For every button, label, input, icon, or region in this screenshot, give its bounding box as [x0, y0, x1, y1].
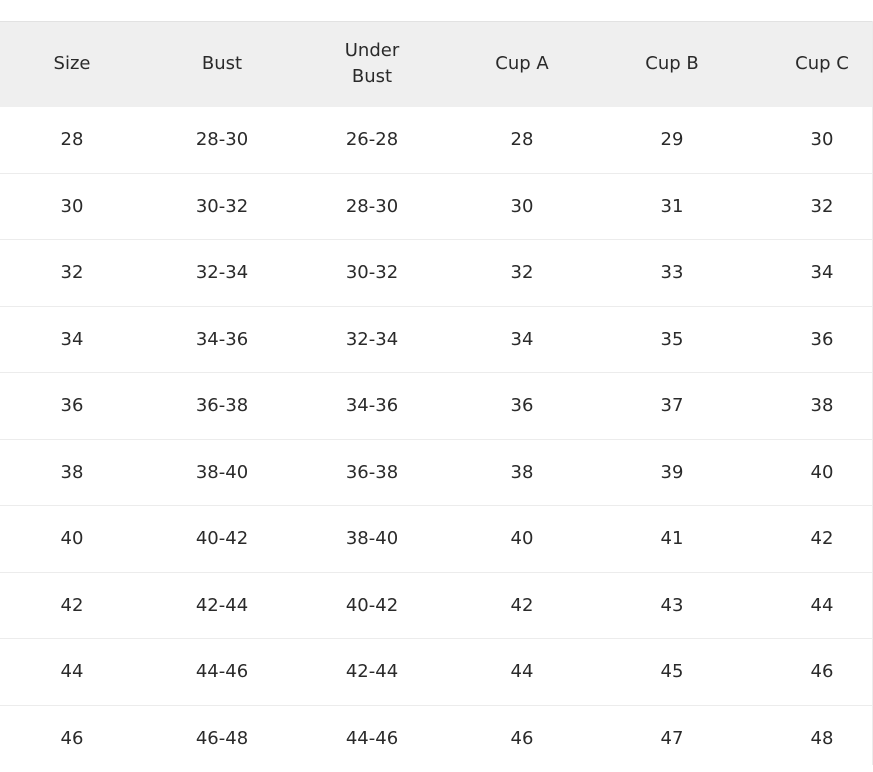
table-cell: 38 — [60, 461, 84, 483]
table-cell: 45 — [660, 661, 684, 683]
column-header: Size — [53, 53, 91, 75]
table-cell: 37 — [660, 395, 684, 417]
table-cell: 30 — [810, 129, 834, 150]
table-cell: 38 — [810, 395, 834, 417]
table-cell: 30 — [510, 195, 534, 217]
table-header: Size Bust Under Bust Cup A Cup B Cup C — [0, 21, 873, 107]
table-cell: 42 — [810, 528, 834, 550]
column-header: Under Bust — [344, 40, 400, 88]
table-cell: 34-36 — [345, 395, 399, 417]
table-cell: 39 — [660, 461, 684, 483]
column-header: Cup B — [645, 53, 699, 75]
table-cell: 34-36 — [195, 328, 249, 350]
table-cell: 30-32 — [195, 195, 249, 217]
table-cell: 36-38 — [345, 461, 399, 483]
table-cell: 44-46 — [345, 728, 399, 749]
table-cell: 30-32 — [345, 262, 399, 284]
table-row: 32 32-34 30-32 32 33 34 — [0, 240, 873, 306]
table-row: 40 40-42 38-40 40 41 42 — [0, 506, 873, 572]
table-row: 28 28-30 26-28 28 29 30 — [0, 107, 873, 173]
table-cell: 41 — [660, 528, 684, 550]
table-cell: 40-42 — [195, 528, 249, 550]
table-cell: 48 — [810, 728, 834, 749]
table-row: 46 46-48 44-46 46 47 48 — [0, 705, 873, 772]
table-cell: 46 — [60, 728, 84, 749]
table-cell: 44 — [60, 661, 84, 683]
table-cell: 28-30 — [345, 195, 399, 217]
table-row: 34 34-36 32-34 34 35 36 — [0, 306, 873, 373]
table-cell: 42 — [510, 594, 534, 616]
table-row: 38 38-40 36-38 38 39 40 — [0, 439, 873, 506]
table-cell: 36 — [510, 395, 534, 417]
table-cell: 32 — [60, 262, 84, 284]
table-cell: 44 — [510, 661, 534, 683]
table-row: 42 42-44 40-42 42 43 44 — [0, 572, 873, 639]
table-cell: 31 — [660, 195, 684, 217]
table-cell: 32-34 — [195, 262, 249, 284]
table-cell: 40 — [60, 528, 84, 550]
table-cell: 46-48 — [195, 728, 249, 749]
table-cell: 26-28 — [345, 129, 399, 150]
table-cell: 38 — [510, 461, 534, 483]
column-header: Bust — [201, 53, 243, 75]
table-cell: 38-40 — [195, 461, 249, 483]
column-header: Cup C — [795, 53, 849, 75]
table-cell: 43 — [660, 594, 684, 616]
table-cell: 36 — [810, 328, 834, 350]
table-cell: 44 — [810, 594, 834, 616]
table-cell: 46 — [810, 661, 834, 683]
table-cell: 42-44 — [195, 594, 249, 616]
table-cell: 32-34 — [345, 328, 399, 350]
table-cell: 40 — [810, 461, 834, 483]
table-cell: 40 — [510, 528, 534, 550]
table-cell: 30 — [60, 195, 84, 217]
table-row: 44 44-46 42-44 44 45 46 — [0, 639, 873, 705]
table-row: 36 36-38 34-36 36 37 38 — [0, 373, 873, 439]
table-cell: 28 — [60, 129, 84, 150]
table-cell: 34 — [60, 328, 84, 350]
column-header: Cup A — [495, 53, 549, 75]
table-cell: 42-44 — [345, 661, 399, 683]
table-body: 28 28-30 26-28 28 29 30 30 30-32 28-30 30 31 32 32 32… — [0, 107, 873, 772]
size-chart-table: Size Bust Under Bust Cup A Cup B Cup C 28 28-3… — [0, 21, 873, 772]
table-cell: 44-46 — [195, 661, 249, 683]
table-cell: 28-30 — [195, 129, 249, 150]
table-cell: 34 — [810, 262, 834, 284]
table-cell: 36 — [60, 395, 84, 417]
table-cell: 46 — [510, 728, 534, 749]
table-cell: 32 — [510, 262, 534, 284]
table-cell: 42 — [60, 594, 84, 616]
table-cell: 35 — [660, 328, 684, 350]
table-cell: 33 — [660, 262, 684, 284]
table-cell: 38-40 — [345, 528, 399, 550]
table-cell: 47 — [660, 728, 684, 749]
table-cell: 32 — [810, 195, 834, 217]
table-row: 30 30-32 28-30 30 31 32 — [0, 173, 873, 240]
table-cell: 29 — [660, 129, 684, 150]
table-cell: 34 — [510, 328, 534, 350]
table-cell: 28 — [510, 129, 534, 150]
table-cell: 40-42 — [345, 594, 399, 616]
table-cell: 36-38 — [195, 395, 249, 417]
